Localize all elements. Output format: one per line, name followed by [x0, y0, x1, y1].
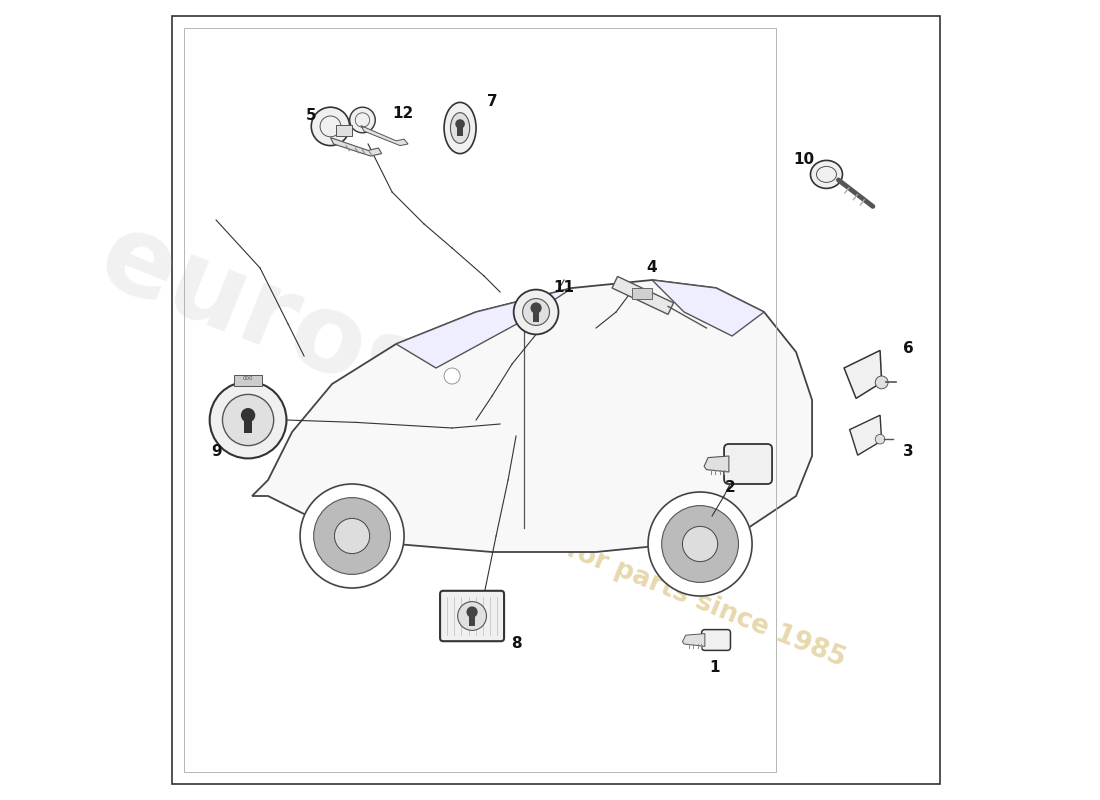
- Circle shape: [241, 408, 255, 422]
- Circle shape: [444, 368, 460, 384]
- Circle shape: [876, 376, 888, 389]
- Text: 8: 8: [510, 637, 521, 651]
- Circle shape: [530, 302, 541, 314]
- Circle shape: [662, 506, 738, 582]
- FancyBboxPatch shape: [724, 444, 772, 484]
- Circle shape: [458, 602, 486, 630]
- Circle shape: [350, 107, 375, 133]
- Circle shape: [334, 518, 370, 554]
- Polygon shape: [361, 126, 408, 146]
- Bar: [184, 28, 777, 772]
- Polygon shape: [330, 138, 382, 156]
- Bar: [469, 614, 475, 626]
- Text: 10: 10: [793, 153, 815, 167]
- Ellipse shape: [811, 160, 843, 189]
- Bar: [233, 375, 263, 386]
- Text: 1: 1: [710, 661, 719, 675]
- Ellipse shape: [444, 102, 476, 154]
- Polygon shape: [396, 288, 572, 368]
- Polygon shape: [844, 350, 882, 398]
- Text: 12: 12: [392, 106, 414, 121]
- FancyBboxPatch shape: [702, 630, 730, 650]
- Circle shape: [300, 484, 404, 588]
- Polygon shape: [652, 280, 764, 336]
- Circle shape: [522, 298, 550, 326]
- Text: 6: 6: [903, 341, 913, 355]
- Polygon shape: [849, 415, 882, 455]
- Text: 000: 000: [243, 376, 253, 381]
- Circle shape: [210, 382, 286, 458]
- Bar: [532, 310, 539, 322]
- Bar: [632, 289, 652, 299]
- Polygon shape: [252, 280, 812, 552]
- Ellipse shape: [451, 113, 470, 143]
- Circle shape: [222, 394, 274, 446]
- FancyBboxPatch shape: [440, 590, 504, 642]
- Circle shape: [311, 107, 350, 146]
- Text: a passion for parts since 1985: a passion for parts since 1985: [422, 480, 849, 672]
- Circle shape: [455, 119, 465, 129]
- Bar: [456, 126, 463, 136]
- Circle shape: [682, 526, 717, 562]
- Polygon shape: [704, 456, 729, 472]
- Bar: [244, 418, 252, 433]
- Text: 5: 5: [306, 109, 316, 123]
- Bar: [612, 277, 673, 314]
- Text: 11: 11: [553, 281, 574, 295]
- Circle shape: [876, 434, 884, 444]
- Text: eurosparts: eurosparts: [85, 202, 739, 550]
- Text: 3: 3: [903, 445, 913, 459]
- Text: 9: 9: [211, 445, 221, 459]
- Bar: [337, 125, 352, 136]
- Circle shape: [314, 498, 390, 574]
- Text: 4: 4: [647, 261, 658, 275]
- Circle shape: [466, 606, 477, 618]
- Polygon shape: [682, 634, 705, 646]
- Text: 2: 2: [725, 481, 736, 495]
- Circle shape: [514, 290, 559, 334]
- Circle shape: [648, 492, 752, 596]
- Text: 7: 7: [487, 94, 497, 109]
